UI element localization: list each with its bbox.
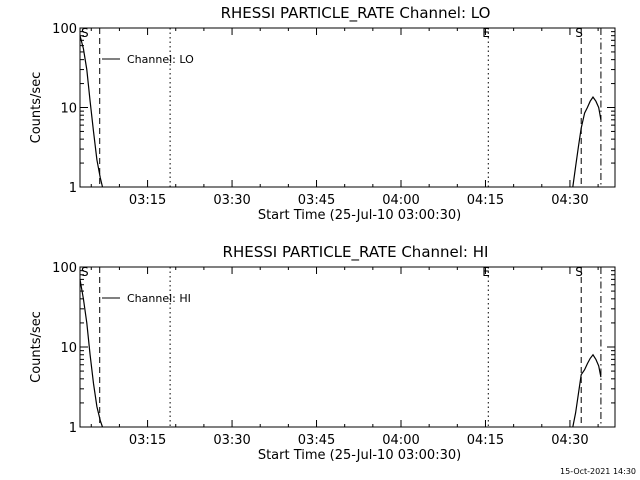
panel1-plot-frame [79,27,616,188]
footer-timestamp: 15-Oct-2021 14:30 [560,467,636,476]
panel1-legend-label: Channel: LO [127,53,194,66]
panel2-x-axis-label: Start Time (25-Jul-10 03:00:30) [258,448,461,463]
panel1-y-tick-label: 10 [60,102,77,117]
panel1-marker-label: E [482,26,490,40]
panel1-series-line-1-segment-1 [79,35,104,188]
panel2-marker-label: E [482,265,490,279]
panel2-x-tick-label: 03:30 [213,433,250,448]
panel2-series-line-1-segment-2 [572,353,602,428]
panel1-x-tick-label: 03:15 [129,193,166,208]
panel1-y-tick-label: 1 [69,181,77,196]
panel2-y-tick-label: 1 [69,421,77,436]
panel2-series-line-1-segment-1 [79,279,104,428]
panel1-x-axis-label: Start Time (25-Jul-10 03:00:30) [258,208,461,223]
panel1-marker-label: S [81,26,89,40]
panel1-title: RHESSI PARTICLE_RATE Channel: LO [221,4,491,23]
panel2-y-tick-label: 100 [52,261,77,276]
panel2-x-tick-label: 04:00 [382,433,419,448]
panel2-plot-frame [79,266,616,428]
panel2-x-tick-label: 04:15 [467,433,504,448]
panel1-x-tick-label: 03:45 [298,193,335,208]
panel1-x-tick-label: 03:30 [213,193,250,208]
panel2-x-tick-label: 03:45 [298,433,335,448]
panel2-legend-label: Channel: HI [127,292,191,305]
panel2-marker-label: S [575,265,583,279]
panel1-x-tick-label: 04:00 [382,193,419,208]
panel1-x-tick-label: 04:30 [551,193,588,208]
panel1-x-tick-label: 04:15 [467,193,504,208]
panel1-y-tick-label: 100 [52,22,77,37]
panel2-x-tick-label: 04:30 [551,433,588,448]
panel1-marker-label: S [575,26,583,40]
panel2-marker-label: S [81,265,89,279]
panel1-y-axis-label: Counts/sec [29,72,44,144]
panel1-series-line-1-segment-2 [572,96,602,188]
panel2-title: RHESSI PARTICLE_RATE Channel: HI [223,243,489,262]
panel2-y-axis-label: Counts/sec [29,311,44,383]
panel2-y-tick-label: 10 [60,341,77,356]
panel2-x-tick-label: 03:15 [129,433,166,448]
